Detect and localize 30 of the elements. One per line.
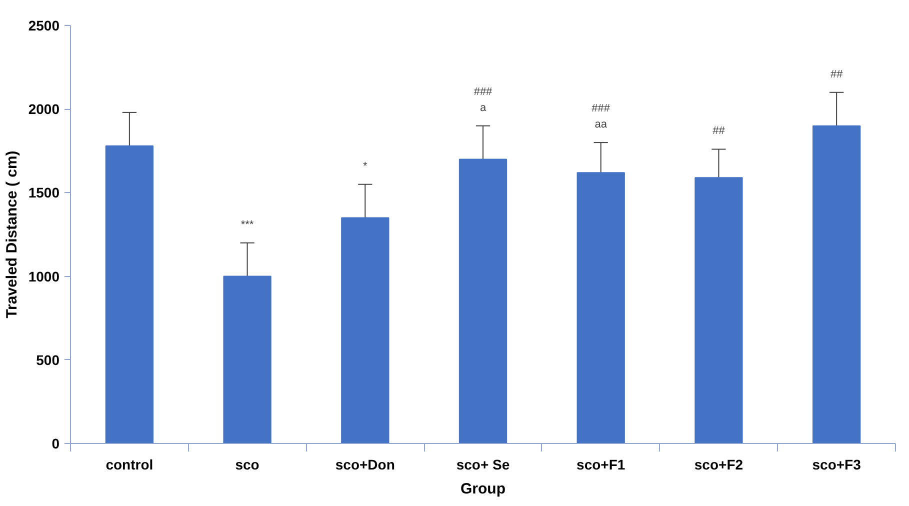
bar	[812, 125, 861, 444]
bar	[223, 276, 272, 444]
x-tick-label: sco+F2	[694, 456, 744, 472]
bar	[458, 158, 508, 444]
x-tick-label: control	[106, 456, 154, 472]
x-tick-label: sco+Don	[335, 456, 395, 472]
x-tick-label: sco+F1	[576, 456, 626, 472]
y-tick-label: 0	[52, 436, 60, 452]
annotation: ***	[240, 218, 254, 231]
y-tick-label: 2500	[28, 18, 60, 34]
annotation: a	[480, 102, 487, 114]
annotation: ##	[830, 68, 844, 80]
annotation: *	[363, 160, 368, 172]
x-axis-title: Group	[460, 480, 506, 498]
bar	[694, 177, 743, 444]
y-tick-label: 1000	[28, 268, 60, 284]
y-tick-label: 1500	[28, 184, 60, 201]
annotation: ##	[712, 125, 726, 138]
y-tick-label: 2000	[28, 101, 60, 118]
annotation: aa	[594, 118, 608, 131]
y-tick-label: 500	[36, 352, 60, 368]
annotation: ###	[474, 86, 494, 98]
x-tick-label: sco+ Se	[456, 456, 510, 472]
x-tick-label: sco	[235, 456, 260, 472]
annotation: ###	[592, 102, 611, 115]
bar	[341, 217, 390, 444]
bar	[105, 145, 154, 444]
bar	[576, 172, 625, 444]
y-axis-title: Traveled Distance ( cm)	[3, 150, 20, 318]
x-tick-label: sco+F3	[812, 456, 862, 472]
